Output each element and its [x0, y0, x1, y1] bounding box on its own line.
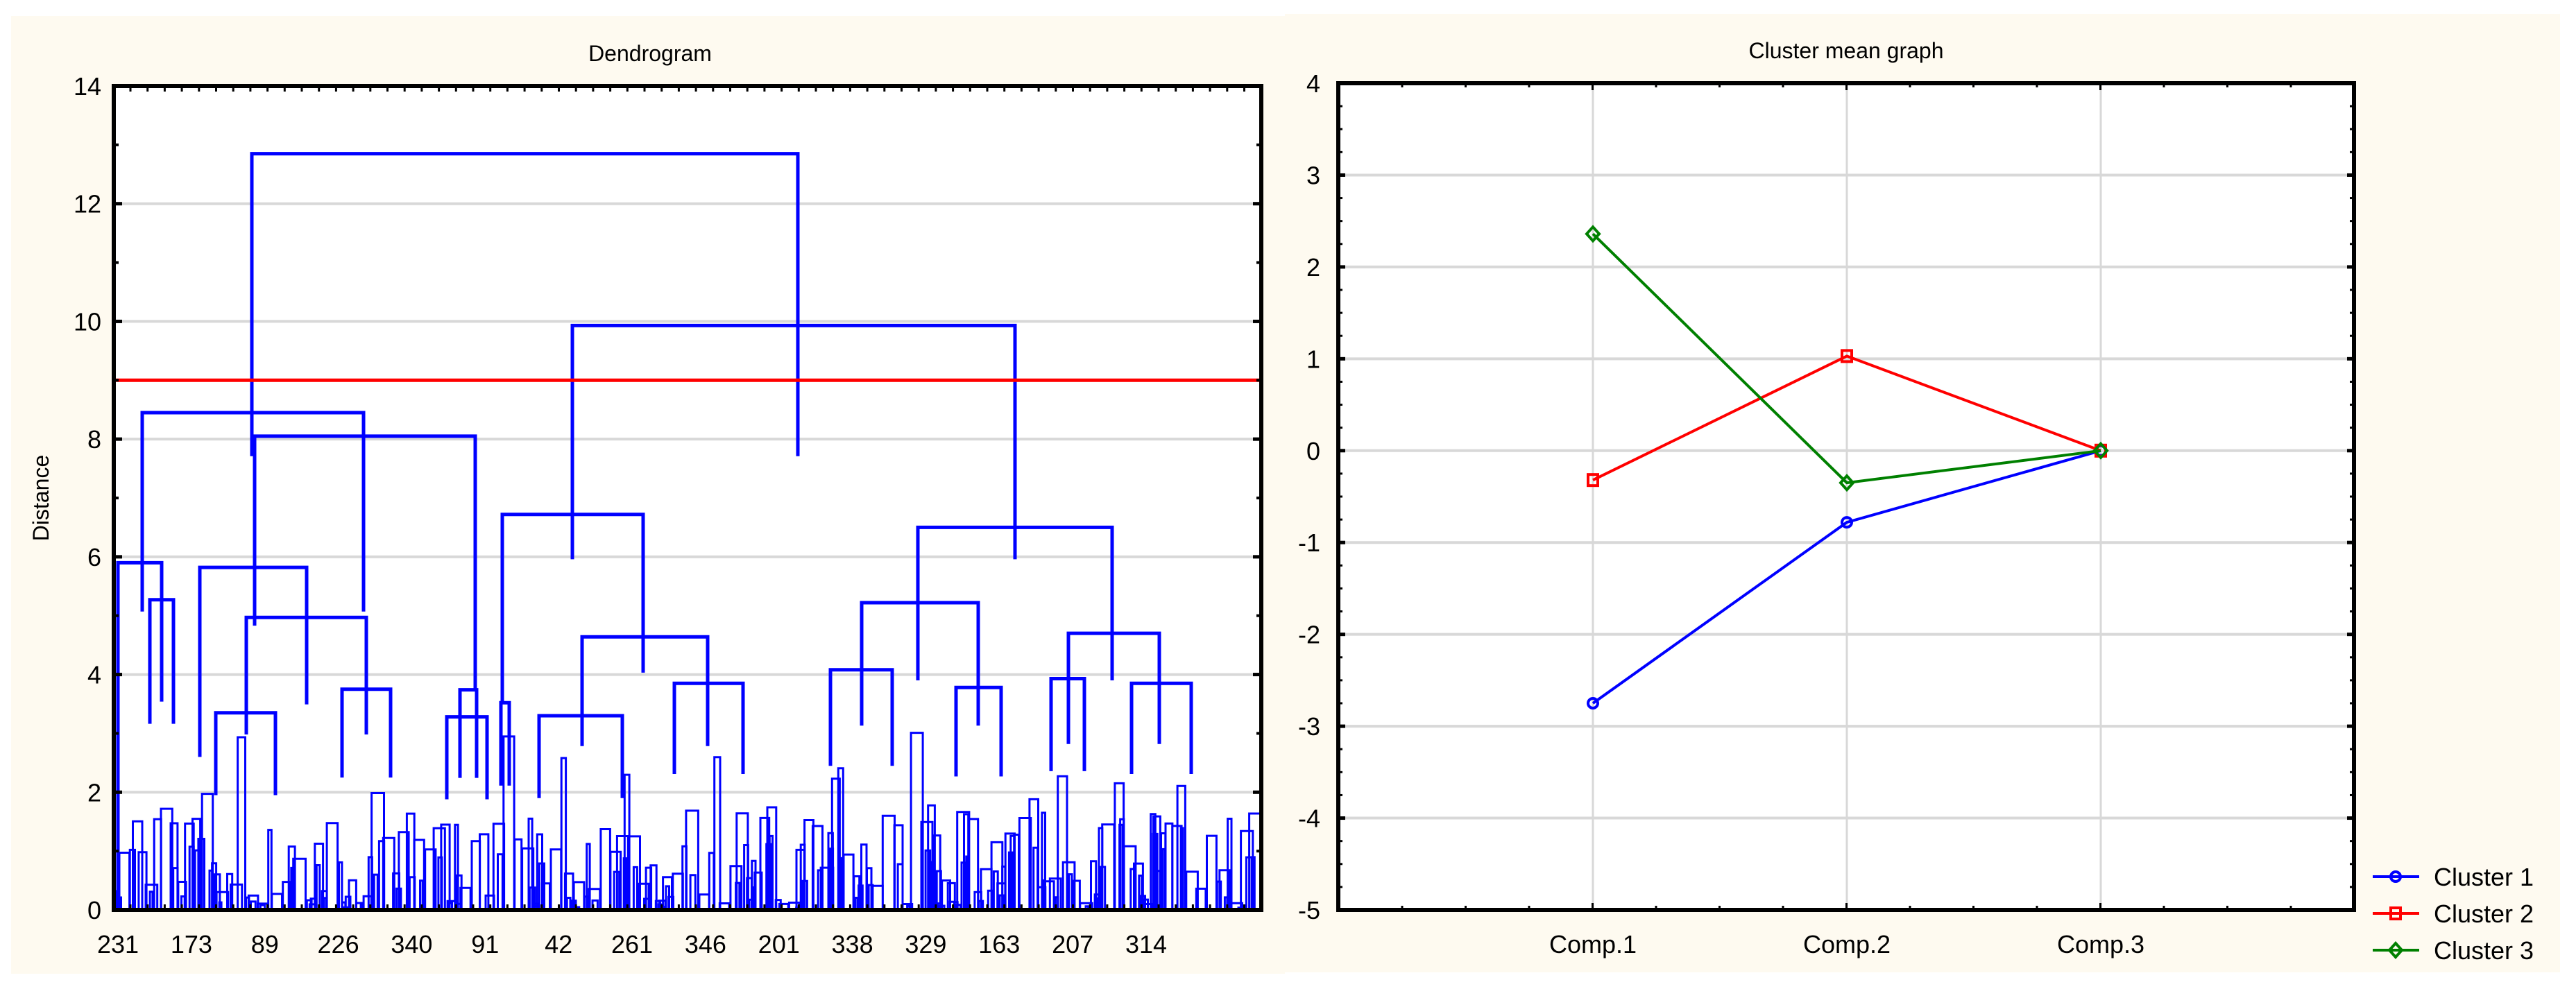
cluster-mean-gridlines	[1338, 83, 2354, 910]
merge-link	[1129, 681, 1193, 774]
dendrogram-chart: Dendrogram Distance 0 2 4 6 8 10 12 14 231 173 89…	[28, 41, 1263, 958]
x-tick-label: 163	[978, 930, 1020, 958]
y-tick-label: -2	[1298, 621, 1320, 649]
y-tick-label: 0	[1306, 437, 1320, 465]
x-tick-label: 173	[171, 930, 212, 958]
y-tick-label: 12	[74, 190, 101, 218]
x-tick-label: 231	[97, 930, 139, 958]
y-tick-label: -5	[1298, 896, 1320, 925]
merge-link	[340, 687, 393, 778]
cluster-mean-x-tick-labels: Comp.1 Comp.2 Comp.3	[1549, 930, 2144, 958]
merge-link	[828, 668, 894, 766]
x-tick-label: 201	[758, 930, 800, 958]
y-tick-label: -3	[1298, 712, 1320, 741]
y-tick-label: 6	[87, 543, 101, 571]
y-tick-label: 3	[1306, 161, 1320, 189]
merge-link	[499, 700, 511, 786]
y-tick-label: 4	[87, 661, 101, 689]
cluster-mean-y-tick-labels: -5 -4 -3 -2 -1 0 1 2 3 4	[1298, 69, 1320, 925]
y-tick-label: 10	[74, 307, 101, 336]
cluster-mean-series	[1585, 225, 2109, 710]
dendrogram-axis-ticks	[114, 84, 1261, 912]
legend-item: Cluster 3	[2373, 936, 2534, 965]
x-tick-label: 314	[1125, 930, 1167, 958]
y-tick-label: -4	[1298, 805, 1320, 833]
cluster-mean-chart: Cluster mean graph -5 -4 -3 -2 -1 0 1 2 3 4 Comp.…	[1298, 38, 2534, 965]
cluster-mean-axis-ticks	[1338, 81, 2354, 912]
dendrogram-links	[116, 152, 1193, 910]
dendrogram-plot-area	[114, 86, 1261, 910]
merge-link	[214, 711, 278, 796]
dendrogram-y-tick-labels: 0 2 4 6 8 10 12 14	[74, 72, 101, 925]
merge-link	[458, 688, 479, 778]
dendrogram-y-axis-label: Distance	[28, 455, 53, 542]
y-tick-label: 0	[87, 896, 101, 925]
dendrogram-x-tick-labels: 231 173 89 226 340 91 42 261 346 201 338 329 163 207 3…	[97, 930, 1167, 958]
y-tick-label: 14	[74, 72, 101, 101]
x-tick-label: 329	[905, 930, 946, 958]
legend-label: Cluster 3	[2434, 936, 2534, 965]
legend-label: Cluster 1	[2434, 863, 2534, 891]
x-tick-label: 226	[318, 930, 359, 958]
x-tick-label: 42	[545, 930, 572, 958]
y-tick-label: 1	[1306, 345, 1320, 373]
x-tick-label: Comp.1	[1549, 930, 1637, 958]
legend-label: Cluster 2	[2434, 900, 2534, 928]
cluster-mean-title: Cluster mean graph	[1748, 38, 1943, 63]
dendrogram-gridlines	[114, 202, 1261, 794]
merge-link	[148, 598, 176, 724]
x-tick-label: 91	[471, 930, 499, 958]
dendrogram-title: Dendrogram	[588, 41, 712, 66]
x-tick-label: Comp.3	[2057, 930, 2144, 958]
x-tick-label: 89	[251, 930, 279, 958]
y-tick-label: 8	[87, 425, 101, 454]
x-tick-label: 340	[391, 930, 432, 958]
legend-item: Cluster 2	[2373, 900, 2534, 928]
x-tick-label: 207	[1052, 930, 1093, 958]
x-tick-label: 346	[685, 930, 726, 958]
y-tick-label: -1	[1298, 528, 1320, 557]
y-tick-label: 2	[1306, 253, 1320, 282]
x-tick-label: Comp.2	[1803, 930, 1891, 958]
cluster-mean-legend: Cluster 1 Cluster 2 Cluster 3	[2373, 863, 2534, 965]
merge-link	[445, 715, 489, 800]
y-tick-label: 4	[1306, 69, 1320, 98]
legend-item: Cluster 1	[2373, 863, 2534, 891]
x-tick-label: 261	[611, 930, 653, 958]
series-cluster-3	[1585, 225, 2109, 492]
y-tick-label: 2	[87, 778, 101, 807]
x-tick-label: 338	[832, 930, 873, 958]
